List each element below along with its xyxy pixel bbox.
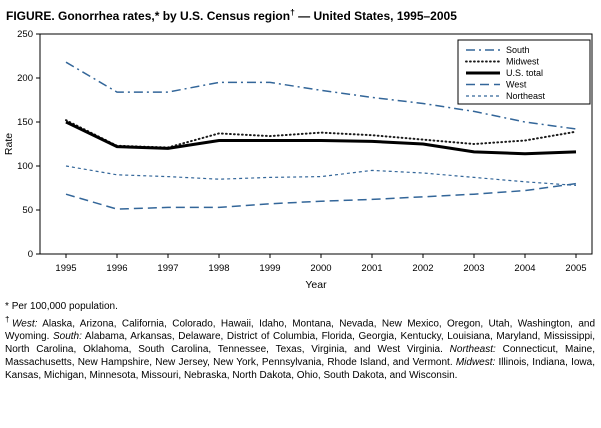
- x-tick-label: 1998: [208, 263, 229, 274]
- x-tick-label: 2004: [514, 263, 535, 274]
- legend-label: Northeast: [506, 91, 546, 101]
- series-line-west: [65, 182, 577, 210]
- series-line-u-s-total: [65, 120, 577, 156]
- y-axis: 0 50 100 150 200 250: [17, 29, 40, 260]
- x-axis-title: Year: [305, 279, 327, 291]
- footnote-population: * Per 100,000 population.: [5, 300, 595, 313]
- x-tick-label: 1999: [259, 263, 280, 274]
- legend-item-south: South: [466, 45, 530, 55]
- legend-item-northeast: Northeast: [466, 91, 546, 101]
- figure-title: FIGURE. Gonorrhea rates,* by U.S. Census…: [0, 0, 601, 26]
- y-axis-title: Rate: [3, 133, 15, 155]
- series-line-northeast: [65, 165, 577, 186]
- y-tick-label: 50: [22, 205, 33, 216]
- y-tick-label: 0: [28, 249, 33, 260]
- x-tick-label: 2001: [361, 263, 382, 274]
- legend-item-west: West: [466, 80, 527, 90]
- footnote-star-marker: *: [5, 301, 9, 312]
- footnote-regions: †West: Alaska, Arizona, California, Colo…: [5, 313, 595, 382]
- y-tick-label: 250: [17, 29, 33, 40]
- series-lines: [65, 61, 577, 210]
- footnote-dagger-text: West: Alaska, Arizona, California, Color…: [5, 318, 596, 382]
- footnote-dagger-marker: †: [5, 315, 13, 324]
- legend-item-midwest: Midwest: [465, 57, 540, 67]
- x-axis: 1995 1996 1997 1998 1999 2000 2001 2002 2003 2004…: [55, 254, 587, 274]
- figure-title-dagger: †: [290, 7, 295, 17]
- x-tick-label: 1997: [157, 263, 178, 274]
- legend-label: South: [506, 45, 530, 55]
- y-tick-label: 100: [17, 161, 33, 172]
- x-tick-label: 2002: [412, 263, 433, 274]
- x-tick-label: 2005: [565, 263, 586, 274]
- footnotes: * Per 100,000 population. †West: Alaska,…: [0, 298, 601, 382]
- figure-title-tail: — United States, 1995–2005: [294, 9, 457, 23]
- figure: FIGURE. Gonorrhea rates,* by U.S. Census…: [0, 0, 601, 382]
- legend-label: U.S. total: [506, 68, 543, 78]
- x-tick-label: 2003: [463, 263, 484, 274]
- y-tick-label: 200: [17, 73, 33, 84]
- legend-label: West: [506, 80, 527, 90]
- x-tick-label: 2000: [310, 263, 331, 274]
- x-tick-label: 1995: [55, 263, 76, 274]
- footnote-star-text: Per 100,000 population.: [11, 301, 118, 312]
- line-chart: 0 50 100 150 200 250 1995 1996 1997 1998 1999 2000 2…: [3, 29, 593, 291]
- x-tick-label: 1996: [106, 263, 127, 274]
- y-tick-label: 150: [17, 117, 33, 128]
- legend-label: Midwest: [506, 57, 540, 67]
- figure-title-text: FIGURE. Gonorrhea rates,* by U.S. Census…: [6, 9, 291, 23]
- legend-item-u-s-total: U.S. total: [466, 68, 543, 78]
